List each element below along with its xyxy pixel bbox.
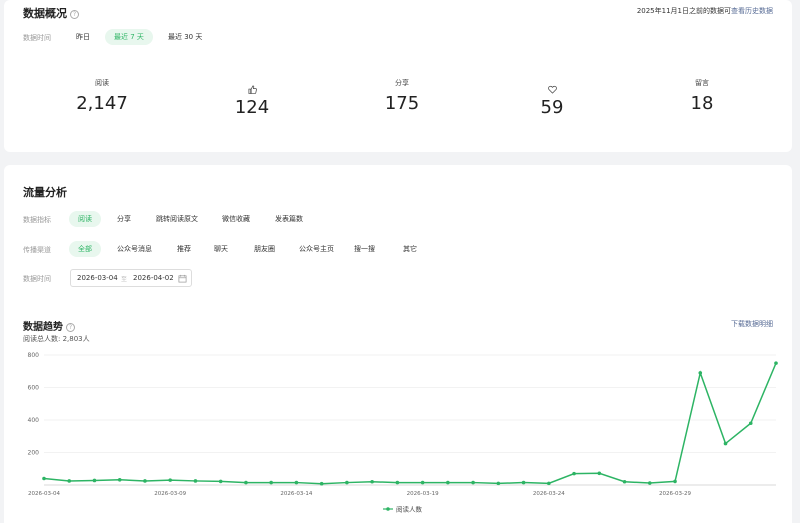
data-point[interactable]: [117, 478, 122, 482]
stat-heart-value: 59: [540, 97, 564, 118]
x-tick-label: 2026-03-19: [407, 491, 439, 497]
date-label: 数据时间: [23, 275, 51, 283]
data-point[interactable]: [92, 478, 97, 483]
thumb-up-icon: [248, 79, 257, 98]
time-label: 数据时间: [23, 34, 51, 42]
chart-legend: 阅读人数: [383, 505, 423, 514]
trend-title-text: 数据趋势: [23, 322, 63, 333]
data-point[interactable]: [345, 480, 349, 485]
calendar-icon: [178, 274, 187, 285]
stat-share-label: 分享: [395, 79, 409, 87]
data-point[interactable]: [547, 481, 551, 486]
date-range-picker[interactable]: 2026-03-04 至 2026-04-02: [70, 269, 192, 287]
channel-moments[interactable]: 朋友圈: [254, 245, 275, 253]
data-point[interactable]: [370, 479, 374, 484]
chart-grid: [44, 354, 776, 486]
channel-homepage[interactable]: 公众号主页: [299, 245, 334, 253]
data-point[interactable]: [723, 441, 728, 446]
data-point[interactable]: [67, 479, 72, 483]
stat-comment-label: 留言: [695, 79, 709, 87]
data-point[interactable]: [244, 480, 248, 485]
data-point[interactable]: [496, 481, 501, 486]
data-point[interactable]: [521, 480, 526, 485]
traffic-card: 流量分析 数据指标 阅读 分享 跳转阅读原文 微信收藏 发表篇数 传播渠道 全部…: [4, 165, 792, 523]
stat-read-label: 阅读: [95, 79, 109, 87]
x-tick-label: 2026-03-04: [28, 491, 60, 497]
overview-title-text: 数据概况: [23, 7, 67, 20]
x-tick-label: 2026-03-09: [154, 491, 186, 497]
channel-all[interactable]: 全部: [69, 241, 101, 257]
date-sep: 至: [121, 276, 128, 283]
channel-recommend[interactable]: 推荐: [177, 245, 191, 253]
data-point[interactable]: [673, 479, 677, 484]
x-tick-label: 2026-03-24: [533, 491, 565, 497]
overview-title: 数据概况?: [23, 5, 79, 21]
date-start: 2026-03-04: [77, 274, 118, 282]
metric-favorite[interactable]: 微信收藏: [222, 215, 250, 223]
metric-jump-original[interactable]: 跳转阅读原文: [156, 215, 198, 223]
channel-chat[interactable]: 聊天: [214, 245, 228, 253]
channel-label: 传播渠道: [23, 246, 51, 254]
data-point[interactable]: [572, 471, 576, 476]
metric-posts[interactable]: 发表篇数: [275, 215, 303, 223]
x-tick-label: 2026-03-14: [280, 491, 312, 497]
trend-help-icon[interactable]: ?: [66, 323, 75, 332]
data-point[interactable]: [597, 471, 602, 476]
data-point[interactable]: [143, 479, 147, 483]
data-point[interactable]: [420, 480, 425, 485]
download-link[interactable]: 下载数据明细: [731, 320, 773, 328]
metric-read[interactable]: 阅读: [69, 211, 101, 227]
trend-total: 阅读总人数: 2,803人: [23, 335, 90, 343]
metric-label: 数据指标: [23, 216, 51, 224]
time-option-30days[interactable]: 最近 30 天: [168, 33, 203, 41]
overview-card: 数据概况? 2025年11月1日之前的数据可查看历史数据 数据时间 昨日 最近 …: [4, 0, 792, 152]
data-point[interactable]: [446, 480, 450, 485]
data-point[interactable]: [269, 480, 273, 485]
stat-like-value: 124: [234, 97, 270, 118]
y-axis: 200 400 600 800: [28, 352, 40, 457]
data-point[interactable]: [622, 479, 627, 484]
stat-share-value: 175: [384, 93, 420, 114]
data-point[interactable]: [395, 480, 400, 485]
y-tick-label: 400: [28, 417, 40, 424]
x-tick-label: 2026-03-29: [659, 491, 691, 497]
channel-search[interactable]: 搜一搜: [354, 245, 375, 253]
data-point[interactable]: [319, 481, 324, 486]
history-note-text: 2025年11月1日之前的数据可: [636, 7, 731, 15]
trend-title: 数据趋势?: [23, 318, 75, 333]
history-link[interactable]: 查看历史数据: [731, 7, 773, 15]
data-point[interactable]: [471, 480, 475, 485]
y-tick-label: 600: [28, 385, 40, 392]
time-option-7days[interactable]: 最近 7 天: [105, 29, 153, 45]
date-end: 2026-04-02: [133, 274, 174, 282]
data-point[interactable]: [42, 476, 46, 481]
heart-icon: [548, 79, 557, 98]
legend-label[interactable]: 阅读人数: [396, 505, 423, 514]
data-point[interactable]: [294, 480, 299, 485]
time-option-yesterday[interactable]: 昨日: [76, 33, 90, 41]
stat-comment-value: 18: [690, 93, 714, 114]
data-point[interactable]: [748, 421, 753, 426]
data-point[interactable]: [168, 478, 173, 482]
series-points: [42, 361, 778, 486]
series-line-read: [43, 362, 777, 485]
history-note: 2025年11月1日之前的数据可查看历史数据: [637, 6, 773, 16]
data-point[interactable]: [774, 361, 778, 365]
data-point[interactable]: [698, 371, 703, 375]
x-axis: 2026-03-04 2026-03-09 2026-03-14 2026-03-19…: [28, 491, 691, 497]
metric-share[interactable]: 分享: [117, 215, 131, 223]
traffic-title: 流量分析: [23, 186, 67, 199]
stat-read-value: 2,147: [76, 93, 128, 114]
channel-official-msg[interactable]: 公众号消息: [117, 245, 152, 253]
data-point[interactable]: [647, 481, 652, 485]
legend-marker: [386, 507, 390, 511]
channel-other[interactable]: 其它: [403, 245, 417, 253]
help-icon[interactable]: ?: [70, 10, 79, 19]
y-tick-label: 800: [28, 352, 40, 359]
data-point[interactable]: [193, 479, 198, 483]
data-point[interactable]: [218, 479, 223, 484]
y-tick-label: 200: [28, 450, 40, 457]
